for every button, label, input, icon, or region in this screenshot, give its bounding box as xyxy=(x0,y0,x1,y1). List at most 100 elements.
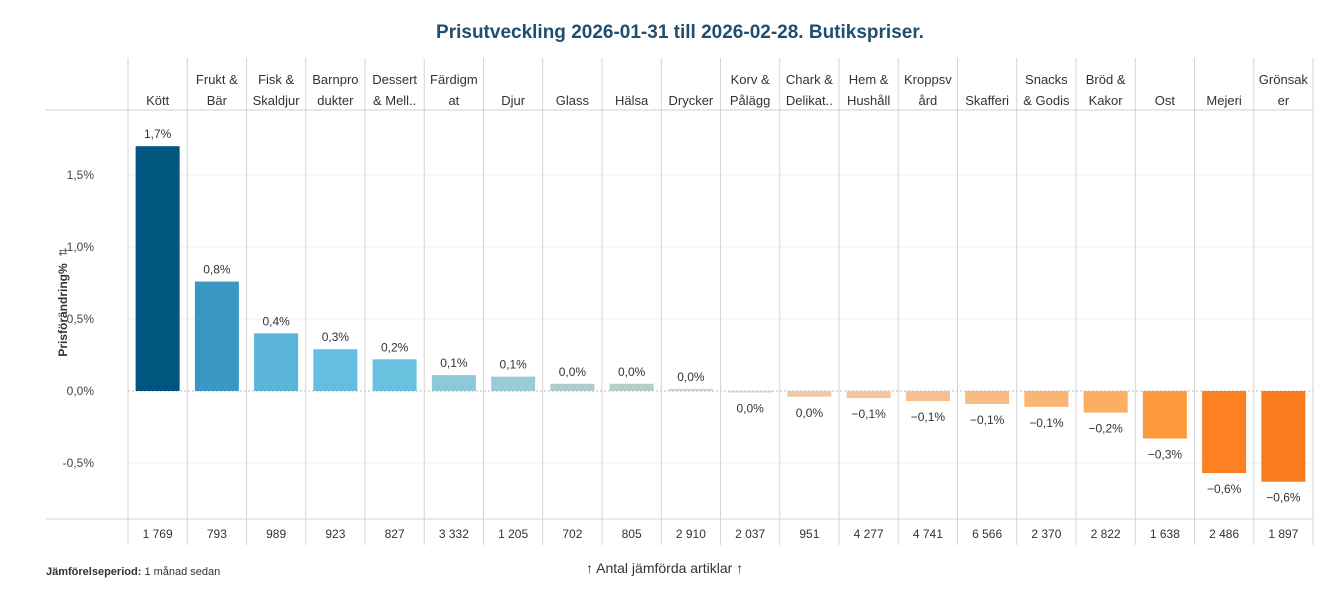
count-label: 827 xyxy=(385,527,405,541)
category-label: & Mell.. xyxy=(373,93,416,108)
count-label: 793 xyxy=(207,527,227,541)
count-label: 1 638 xyxy=(1150,527,1180,541)
bar-djur xyxy=(491,376,536,391)
category-label: at xyxy=(448,93,459,108)
bar-färdigmat xyxy=(431,375,476,391)
category-label-line1: Snacks xyxy=(1025,72,1068,87)
category-label: Drycker xyxy=(668,93,713,108)
category-label-line1: Kroppsv xyxy=(904,72,952,87)
y-tick-label: 0,0% xyxy=(67,384,95,398)
count-label: 2 370 xyxy=(1031,527,1061,541)
category-label: & Godis xyxy=(1023,93,1070,108)
data-label: 0,1% xyxy=(499,358,527,372)
bar-bröd-kakor xyxy=(1083,391,1128,413)
y-tick-label: -0,5% xyxy=(63,456,95,470)
category-label: Djur xyxy=(501,93,526,108)
data-label: −0,1% xyxy=(1029,416,1064,430)
count-label: 2 037 xyxy=(735,527,765,541)
y-tick-label: 1,5% xyxy=(67,168,95,182)
count-label: 2 822 xyxy=(1091,527,1121,541)
category-label: ård xyxy=(918,93,937,108)
bar-chark-delikat- xyxy=(787,391,832,397)
bar-glass xyxy=(550,383,595,391)
bar-dessert-mell- xyxy=(372,359,417,391)
bar-grönsaker xyxy=(1261,391,1306,482)
category-label: Kakor xyxy=(1089,93,1124,108)
data-label: 1,7% xyxy=(144,127,172,141)
category-label-line1: Fisk & xyxy=(258,72,294,87)
count-label: 2 486 xyxy=(1209,527,1239,541)
category-label: Delikat.. xyxy=(786,93,833,108)
category-label: Bär xyxy=(207,93,228,108)
category-label: Pålägg xyxy=(730,93,770,108)
data-label: −0,2% xyxy=(1088,422,1123,436)
category-label: Skaldjur xyxy=(253,93,301,108)
bar-kroppsvård xyxy=(905,391,950,402)
bar-snacks-godis xyxy=(1024,391,1069,407)
count-label: 923 xyxy=(325,527,345,541)
count-label: 1 205 xyxy=(498,527,528,541)
sort-icon: ⇅ xyxy=(58,247,70,256)
category-label: Kött xyxy=(146,93,170,108)
category-label: Skafferi xyxy=(965,93,1009,108)
count-label: 4 277 xyxy=(854,527,884,541)
category-label-line1: Chark & xyxy=(786,72,833,87)
count-label: 951 xyxy=(799,527,819,541)
category-label-line1: Barnpro xyxy=(312,72,358,87)
bar-skafferi xyxy=(965,391,1010,404)
data-label: −0,6% xyxy=(1266,491,1301,505)
category-label-line1: Hem & xyxy=(849,72,889,87)
data-label: 0,0% xyxy=(796,406,824,420)
category-label: Mejeri xyxy=(1206,93,1242,108)
chart-title: Prisutveckling 2026-01-31 till 2026-02-2… xyxy=(436,22,924,43)
category-label: Glass xyxy=(556,93,590,108)
data-label: 0,0% xyxy=(736,402,764,416)
category-label-line1: Bröd & xyxy=(1086,72,1126,87)
comparison-period-label: Jämförelseperiod: xyxy=(46,566,142,578)
data-label: 0,0% xyxy=(559,365,587,379)
data-label: −0,1% xyxy=(911,410,946,424)
category-label: er xyxy=(1278,93,1290,108)
y-tick-label: 1,0% xyxy=(67,240,95,254)
count-label: 989 xyxy=(266,527,286,541)
data-label: 0,8% xyxy=(203,263,231,277)
count-label: 1 769 xyxy=(143,527,173,541)
count-label: 4 741 xyxy=(913,527,943,541)
count-caption: ↑ Antal jämförda artiklar ↑ xyxy=(586,560,744,576)
count-label: 1 897 xyxy=(1268,527,1298,541)
bar-hälsa xyxy=(609,383,654,391)
bar-hem-hushåll xyxy=(846,391,891,399)
bar-fisk-skaldjur xyxy=(254,333,299,391)
category-label: Hushåll xyxy=(847,93,890,108)
bar-barnprodukter xyxy=(313,349,358,391)
y-axis-title: Prisförändring% xyxy=(56,263,70,357)
data-label: 0,2% xyxy=(381,340,409,354)
category-label-line1: Dessert xyxy=(372,72,417,87)
y-tick-label: 0,5% xyxy=(67,312,95,326)
comparison-period-value: 1 månad sedan xyxy=(144,566,221,578)
comparison-period: Jämförelseperiod: 1 månad sedan xyxy=(46,566,220,578)
category-label: Hälsa xyxy=(615,93,649,108)
data-label: 0,4% xyxy=(262,314,290,328)
data-label: −0,1% xyxy=(851,407,886,421)
count-label: 3 332 xyxy=(439,527,469,541)
data-label: −0,1% xyxy=(970,413,1005,427)
bar-korv-pålägg xyxy=(728,391,773,393)
category-label-line1: Grönsak xyxy=(1259,72,1309,87)
category-label-line1: Korv & xyxy=(731,72,770,87)
category-label: dukter xyxy=(317,93,354,108)
data-label: −0,6% xyxy=(1207,482,1242,496)
data-label: −0,3% xyxy=(1148,448,1183,462)
category-label: Ost xyxy=(1155,93,1176,108)
bar-ost xyxy=(1142,391,1187,439)
count-label: 702 xyxy=(562,527,582,541)
bar-frukt-bär xyxy=(194,281,239,391)
category-label-line1: Frukt & xyxy=(196,72,238,87)
data-label: 0,0% xyxy=(677,370,705,384)
count-label: 805 xyxy=(622,527,642,541)
data-label: 0,0% xyxy=(618,365,646,379)
count-label: 2 910 xyxy=(676,527,706,541)
count-label: 6 566 xyxy=(972,527,1002,541)
data-label: 0,1% xyxy=(440,356,468,370)
